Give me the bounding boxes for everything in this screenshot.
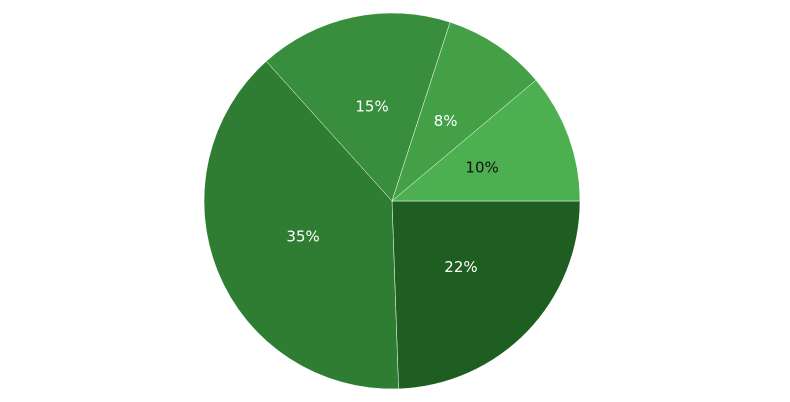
slice-label: 15% [355, 98, 388, 116]
slice-label: 10% [465, 159, 498, 177]
pie-slice [203, 60, 399, 390]
pie-slice [391, 79, 581, 202]
pie-slice [391, 200, 581, 390]
slice-label: 35% [286, 227, 319, 245]
pie-slice [391, 21, 537, 202]
slice-label: 8% [434, 112, 458, 130]
pie-slice [265, 12, 451, 202]
slice-label: 22% [444, 258, 477, 276]
